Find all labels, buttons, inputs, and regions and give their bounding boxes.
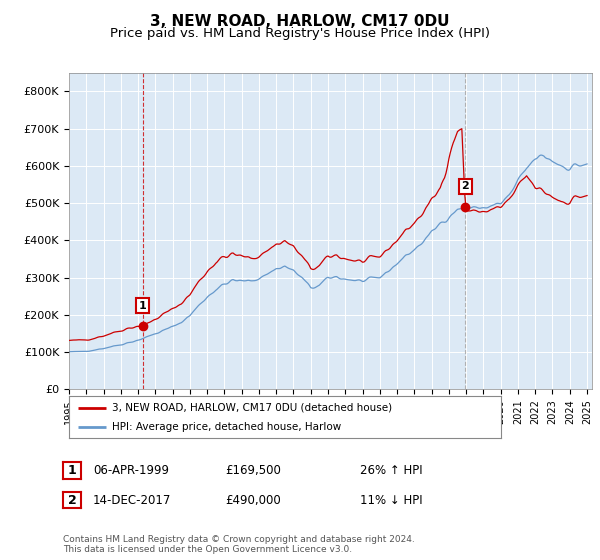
Text: Price paid vs. HM Land Registry's House Price Index (HPI): Price paid vs. HM Land Registry's House … [110,27,490,40]
Text: Contains HM Land Registry data © Crown copyright and database right 2024.
This d: Contains HM Land Registry data © Crown c… [63,535,415,554]
Text: 3, NEW ROAD, HARLOW, CM17 0DU: 3, NEW ROAD, HARLOW, CM17 0DU [150,14,450,29]
Text: 14-DEC-2017: 14-DEC-2017 [93,493,172,507]
Text: 2: 2 [68,493,76,507]
Text: 11% ↓ HPI: 11% ↓ HPI [360,493,422,507]
Text: 26% ↑ HPI: 26% ↑ HPI [360,464,422,477]
Text: 2: 2 [461,181,469,192]
Text: 1: 1 [139,301,146,311]
Text: 06-APR-1999: 06-APR-1999 [93,464,169,477]
Text: HPI: Average price, detached house, Harlow: HPI: Average price, detached house, Harl… [112,422,341,432]
Text: 3, NEW ROAD, HARLOW, CM17 0DU (detached house): 3, NEW ROAD, HARLOW, CM17 0DU (detached … [112,403,392,413]
Text: £169,500: £169,500 [225,464,281,477]
Text: 1: 1 [68,464,76,477]
Text: £490,000: £490,000 [225,493,281,507]
